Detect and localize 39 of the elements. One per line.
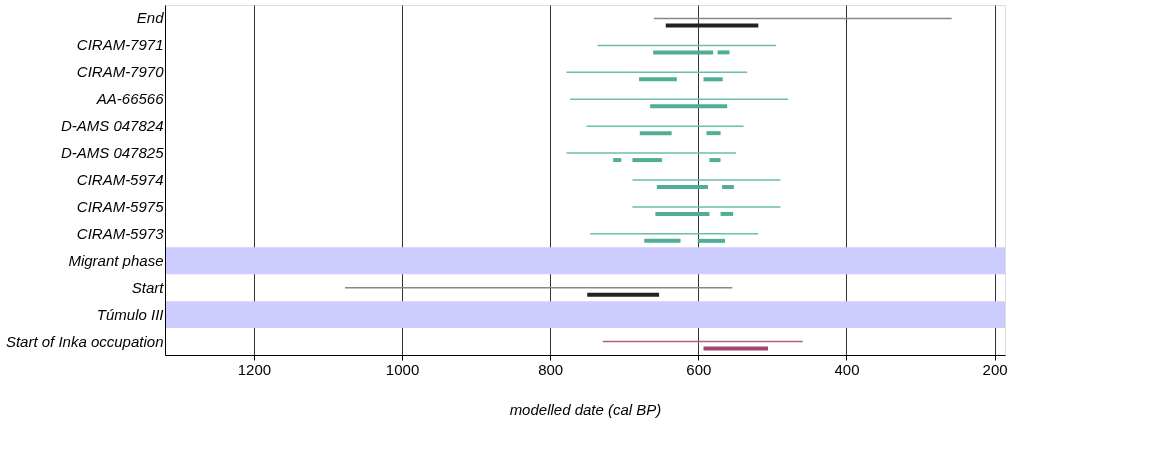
bar [703, 346, 768, 351]
y-tick-label: AA-66566 [95, 90, 165, 108]
bar [639, 77, 677, 82]
bar [639, 131, 672, 136]
y-tick-label: CIRAM-5975 [76, 197, 165, 215]
y-tick-label: Migrant phase [68, 251, 164, 269]
bar [697, 238, 725, 243]
bar [653, 50, 714, 55]
bar [717, 50, 730, 55]
bar [665, 23, 759, 28]
y-tick-label: D-AMS 047825 [60, 144, 165, 162]
bar [720, 211, 734, 216]
bar [613, 158, 622, 163]
y-tick-label: CIRAM-5974 [76, 171, 164, 188]
bar [587, 292, 660, 297]
x-tick-label: 800 [538, 360, 564, 378]
y-tick-label: CIRAM-7971 [76, 36, 164, 54]
x-axis-title: modelled date (cal BP) [509, 400, 662, 418]
x-tick-label: 600 [686, 360, 712, 378]
x-tick-label: 200 [982, 360, 1008, 378]
y-tick-label: D-AMS 047824 [60, 117, 164, 135]
bar [632, 158, 663, 163]
y-tick-label: CIRAM-5973 [76, 224, 165, 242]
bar [709, 158, 721, 163]
bar [655, 211, 710, 216]
x-tick-label: 400 [834, 360, 860, 378]
x-tick-label: 1200 [237, 360, 272, 378]
y-tick-label: End [136, 9, 165, 27]
y-tick-label: CIRAM-7970 [76, 63, 165, 81]
x-tick-label: 1000 [385, 360, 420, 378]
bar [706, 131, 721, 136]
bar [703, 77, 723, 82]
bar [656, 185, 708, 189]
bar [650, 104, 728, 109]
bar [644, 238, 681, 243]
y-tick-label: Start [131, 278, 165, 296]
y-tick-label: Túmulo III [96, 305, 164, 323]
y-tick-label: Start of Inka occupation [5, 332, 164, 350]
bar [722, 185, 734, 189]
